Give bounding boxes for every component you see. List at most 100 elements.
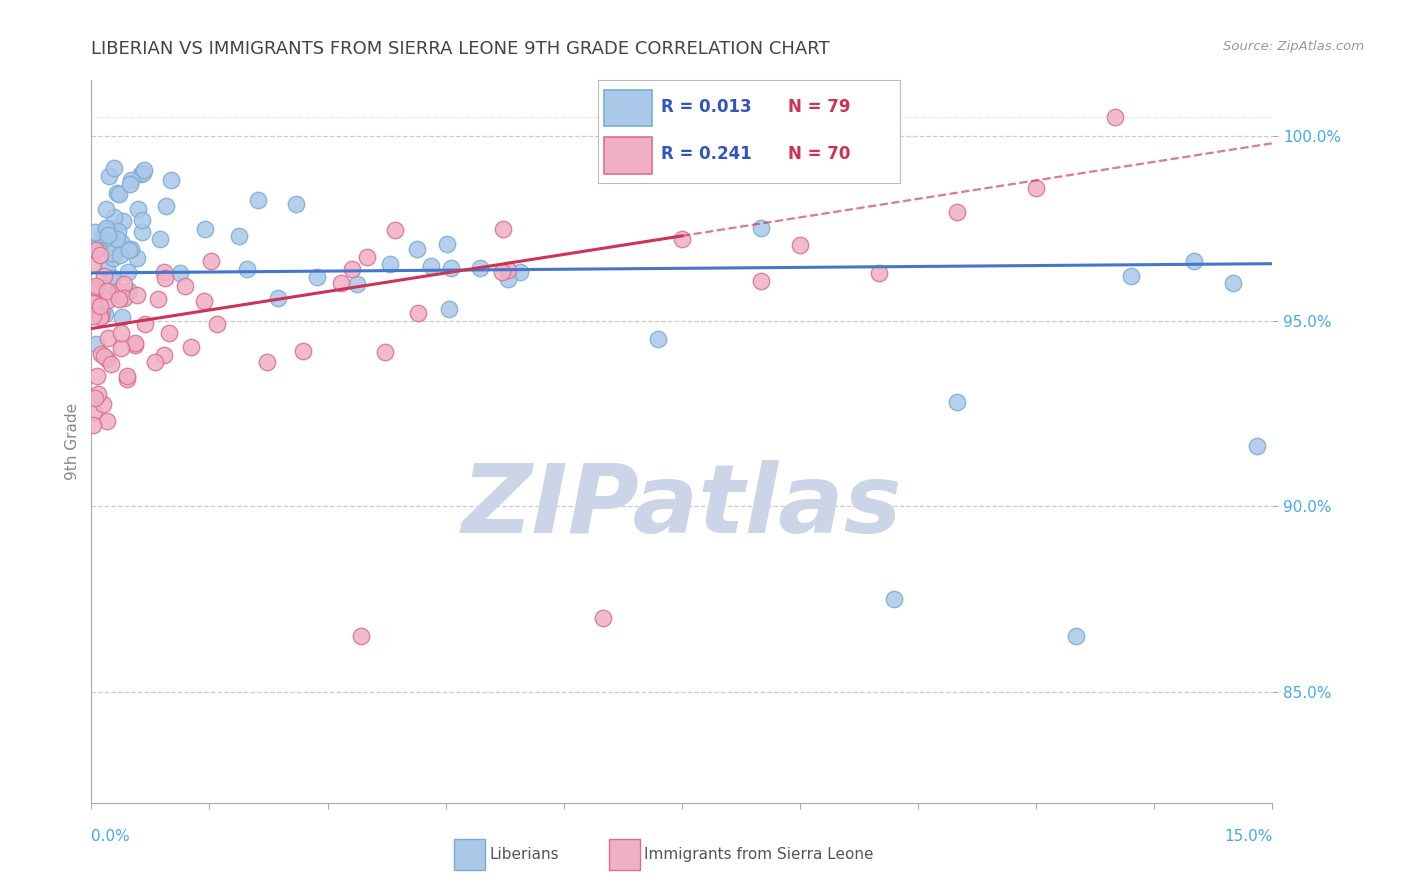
Point <box>384 223 406 237</box>
Point <box>110 247 132 261</box>
FancyBboxPatch shape <box>603 136 652 174</box>
Point <box>83 404 105 418</box>
Text: R = 0.013: R = 0.013 <box>661 98 752 117</box>
Point <box>91 284 114 298</box>
Point <box>103 236 125 251</box>
Point <box>84 225 107 239</box>
Point <box>350 629 373 643</box>
Point <box>1222 276 1244 290</box>
Point <box>111 213 134 227</box>
Point <box>103 161 125 175</box>
Text: N = 79: N = 79 <box>787 98 851 117</box>
Point <box>103 211 125 225</box>
Point <box>94 221 117 235</box>
Text: Liberians: Liberians <box>489 847 560 862</box>
Point <box>307 270 329 285</box>
Point <box>749 220 772 235</box>
Text: 15.0%: 15.0% <box>1225 830 1272 844</box>
Point <box>356 251 378 265</box>
Point <box>671 232 693 246</box>
Point <box>828 116 851 130</box>
Point <box>84 337 107 351</box>
Point <box>159 173 181 187</box>
Point <box>155 199 177 213</box>
Point <box>247 193 270 207</box>
Point <box>96 351 118 366</box>
Point <box>194 222 217 236</box>
Point <box>82 257 104 271</box>
Point <box>115 368 138 383</box>
Point <box>110 341 132 355</box>
Point <box>437 302 460 317</box>
Point <box>946 395 969 409</box>
Point <box>96 331 118 345</box>
Text: ZIPatlas: ZIPatlas <box>461 460 903 553</box>
Point <box>125 251 148 265</box>
Point <box>89 310 111 324</box>
Point <box>100 225 122 239</box>
Point <box>87 238 110 252</box>
Point <box>96 202 118 216</box>
Point <box>89 310 111 324</box>
Point <box>100 271 122 285</box>
Point <box>90 309 112 323</box>
Point <box>267 291 290 305</box>
Point <box>174 278 197 293</box>
Point <box>180 340 202 354</box>
Point <box>105 186 128 201</box>
Point <box>120 173 142 187</box>
Point <box>1104 111 1126 125</box>
Point <box>124 336 146 351</box>
Point <box>157 326 180 340</box>
Point <box>93 349 115 363</box>
Point <box>110 241 132 255</box>
Point <box>84 279 107 293</box>
Point <box>256 355 278 369</box>
Text: LIBERIAN VS IMMIGRANTS FROM SIERRA LEONE 9TH GRADE CORRELATION CHART: LIBERIAN VS IMMIGRANTS FROM SIERRA LEONE… <box>91 40 830 58</box>
Point <box>83 392 105 406</box>
Point <box>82 294 104 309</box>
Point <box>86 387 108 401</box>
Point <box>946 204 969 219</box>
Point <box>107 284 129 298</box>
Point <box>134 318 156 332</box>
Point <box>440 261 463 276</box>
Y-axis label: 9th Grade: 9th Grade <box>65 403 80 480</box>
Point <box>82 285 104 299</box>
Point <box>101 222 124 236</box>
Text: Source: ZipAtlas.com: Source: ZipAtlas.com <box>1223 40 1364 54</box>
Point <box>89 299 111 313</box>
Point <box>107 224 129 238</box>
Point <box>292 344 315 359</box>
Point <box>200 253 222 268</box>
Point <box>1119 269 1142 284</box>
Point <box>93 269 115 284</box>
Point <box>118 177 141 191</box>
Point <box>1025 180 1047 194</box>
Point <box>169 266 191 280</box>
Point <box>82 296 104 310</box>
Text: 0.0%: 0.0% <box>91 830 131 844</box>
Point <box>89 248 111 262</box>
Point <box>83 241 105 255</box>
Point <box>84 282 107 296</box>
Point <box>1182 253 1205 268</box>
Point <box>110 235 132 249</box>
Point <box>149 232 172 246</box>
Point <box>468 260 491 275</box>
Point <box>406 306 429 320</box>
Point <box>117 284 139 298</box>
Point <box>647 332 669 346</box>
Point <box>108 292 131 306</box>
Point <box>492 222 515 236</box>
Point <box>105 232 128 246</box>
Point <box>153 270 176 285</box>
Point <box>380 257 402 271</box>
Point <box>236 261 259 276</box>
Point <box>90 304 112 318</box>
Point <box>146 292 169 306</box>
Point <box>143 355 166 369</box>
Point <box>749 274 772 288</box>
Point <box>340 262 363 277</box>
Point <box>153 348 176 362</box>
